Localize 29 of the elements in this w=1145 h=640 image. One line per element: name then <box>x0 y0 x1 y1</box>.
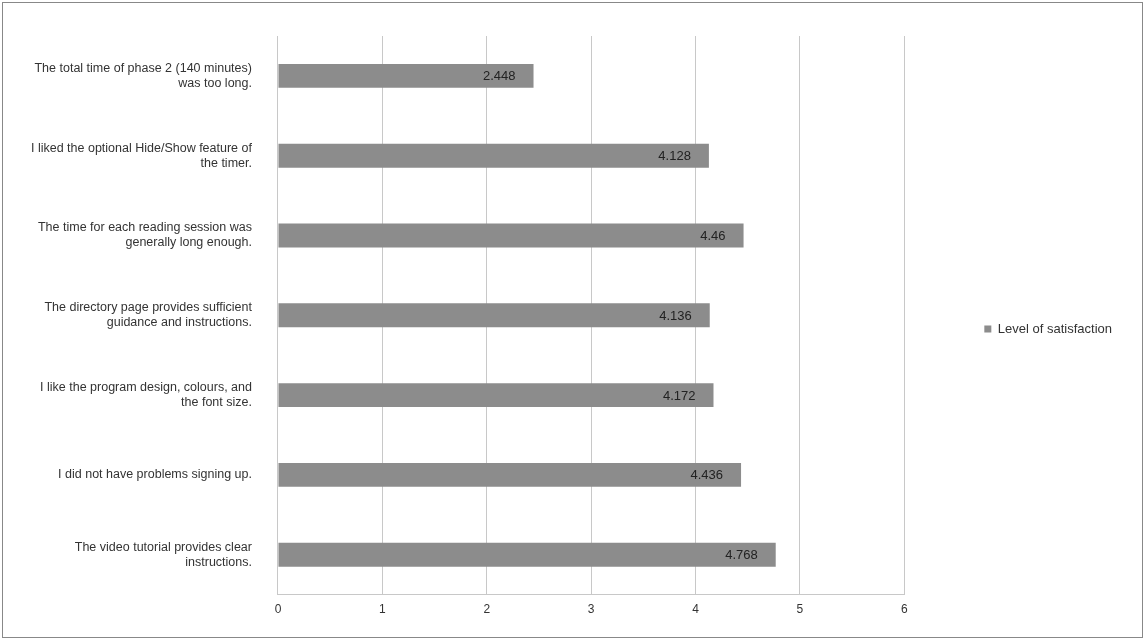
bar <box>278 223 744 248</box>
data-label: 4.768 <box>725 547 758 563</box>
bar <box>278 303 710 328</box>
data-label: 4.128 <box>658 148 691 164</box>
x-tick-label: 3 <box>587 602 595 617</box>
bar <box>278 383 714 408</box>
y-tick-label: The time for each reading session was generally long enough. <box>37 220 252 250</box>
bar <box>278 462 742 487</box>
x-tick-label: 5 <box>796 602 804 617</box>
x-tick-label: 4 <box>692 602 700 617</box>
x-tick-label: 6 <box>900 602 908 617</box>
data-label: 4.436 <box>690 467 724 483</box>
bar <box>278 542 776 567</box>
bar <box>278 143 709 168</box>
y-tick-label: The video tutorial provides clear instructions. <box>74 539 252 569</box>
legend-label: Level of satisfaction <box>997 320 1113 336</box>
y-tick-label: I did not have problems signing up. <box>58 467 252 482</box>
data-label: 4.172 <box>662 387 696 403</box>
y-tick-label: I like the program design, colours, and the font size. <box>40 380 253 410</box>
x-tick-label: 0 <box>274 602 282 617</box>
x-tick-label: 2 <box>483 602 491 617</box>
x-tick-label: 1 <box>379 602 387 617</box>
data-label: 4.136 <box>659 307 692 323</box>
bar <box>278 63 534 88</box>
data-label: 2.448 <box>482 68 516 84</box>
y-tick-label: The total time of phase 2 (140 minutes) was too long. <box>34 60 252 90</box>
y-tick-label: I liked the optional Hide/Show feature of the timer. <box>30 140 253 170</box>
data-label: 4.46 <box>700 228 726 244</box>
y-tick-label: The directory page provides sufficient guidance and instructions. <box>44 300 253 330</box>
